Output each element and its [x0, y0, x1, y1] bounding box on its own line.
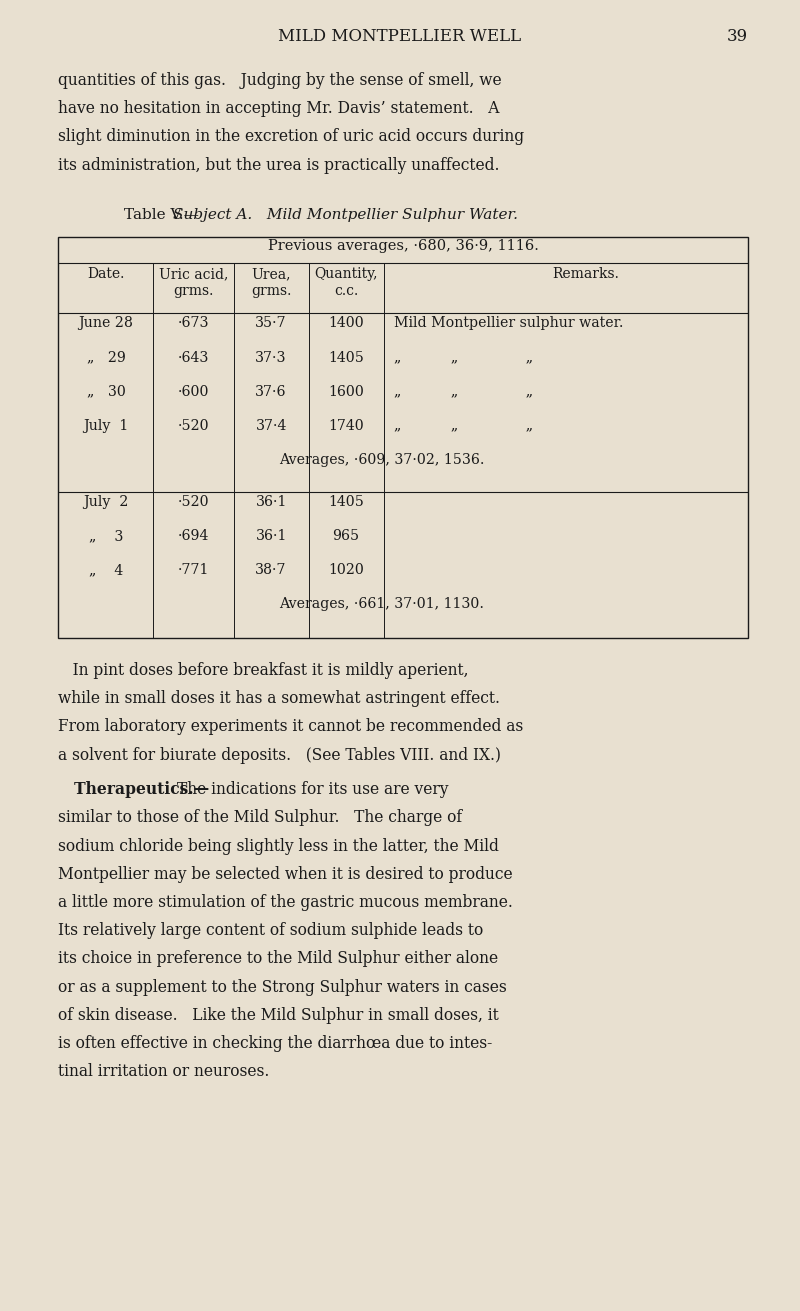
Text: „           „               „: „ „ „ — [394, 350, 533, 364]
Text: ·771: ·771 — [178, 562, 210, 577]
Text: its choice in preference to the Mild Sulphur either alone: its choice in preference to the Mild Sul… — [58, 950, 498, 968]
Text: ·520: ·520 — [178, 418, 210, 433]
Text: is often effective in checking the diarrhœa due to intes-: is often effective in checking the diarr… — [58, 1034, 493, 1051]
Text: Table V.—: Table V.— — [124, 208, 199, 223]
Text: Its relatively large content of sodium sulphide leads to: Its relatively large content of sodium s… — [58, 922, 484, 939]
Text: Date.: Date. — [87, 267, 125, 282]
Text: 1600: 1600 — [328, 384, 364, 399]
Text: quantities of this gas.   Judging by the sense of smell, we: quantities of this gas. Judging by the s… — [58, 72, 502, 89]
Text: ·694: ·694 — [178, 528, 210, 543]
Text: have no hesitation in accepting Mr. Davis’ statement.   A: have no hesitation in accepting Mr. Davi… — [58, 100, 500, 117]
Text: ·600: ·600 — [178, 384, 210, 399]
Text: Quantity,
c.c.: Quantity, c.c. — [314, 267, 378, 298]
Text: Averages, ·609, 37·02, 1536.: Averages, ·609, 37·02, 1536. — [279, 452, 485, 467]
Text: 37·3: 37·3 — [255, 350, 287, 364]
Text: 37·4: 37·4 — [255, 418, 286, 433]
Text: Previous averages, ·680, 36·9, 1116.: Previous averages, ·680, 36·9, 1116. — [268, 239, 538, 253]
Text: Urea,
grms.: Urea, grms. — [251, 267, 291, 298]
Text: slight diminution in the excretion of uric acid occurs during: slight diminution in the excretion of ur… — [58, 128, 525, 146]
Text: 965: 965 — [333, 528, 360, 543]
Text: „    4: „ 4 — [89, 562, 123, 577]
Text: Remarks.: Remarks. — [552, 267, 618, 282]
Text: or as a supplement to the Strong Sulphur waters in cases: or as a supplement to the Strong Sulphur… — [58, 978, 507, 995]
Text: similar to those of the Mild Sulphur.   The charge of: similar to those of the Mild Sulphur. Th… — [58, 809, 462, 826]
Text: Uric acid,
grms.: Uric acid, grms. — [159, 267, 228, 298]
Text: „           „               „: „ „ „ — [394, 418, 533, 433]
Text: Mild Montpellier sulphur water.: Mild Montpellier sulphur water. — [394, 316, 623, 330]
Text: 1020: 1020 — [328, 562, 364, 577]
Text: 36·1: 36·1 — [255, 494, 286, 509]
Text: 39: 39 — [727, 28, 748, 45]
Text: 36·1: 36·1 — [255, 528, 286, 543]
Text: „   30: „ 30 — [86, 384, 126, 399]
Text: a solvent for biurate deposits.   (See Tables VIII. and IX.): a solvent for biurate deposits. (See Tab… — [58, 746, 502, 763]
Text: sodium chloride being slightly less in the latter, the Mild: sodium chloride being slightly less in t… — [58, 838, 499, 855]
Text: „           „               „: „ „ „ — [394, 384, 533, 399]
Text: „    3: „ 3 — [89, 528, 123, 543]
Text: Montpellier may be selected when it is desired to produce: Montpellier may be selected when it is d… — [58, 865, 513, 882]
Text: 37·6: 37·6 — [255, 384, 287, 399]
Text: a little more stimulation of the gastric mucous membrane.: a little more stimulation of the gastric… — [58, 894, 514, 911]
Text: The indications for its use are very: The indications for its use are very — [177, 781, 448, 798]
Text: 1400: 1400 — [328, 316, 364, 330]
Text: ·643: ·643 — [178, 350, 210, 364]
Text: of skin disease.   Like the Mild Sulphur in small doses, it: of skin disease. Like the Mild Sulphur i… — [58, 1007, 499, 1024]
Text: 38·7: 38·7 — [255, 562, 287, 577]
Text: Subject A.   Mild Montpellier Sulphur Water.: Subject A. Mild Montpellier Sulphur Wate… — [173, 208, 518, 223]
Text: 1405: 1405 — [328, 494, 364, 509]
Text: MILD MONTPELLIER WELL: MILD MONTPELLIER WELL — [278, 28, 522, 45]
Text: 1740: 1740 — [328, 418, 364, 433]
Text: tinal irritation or neuroses.: tinal irritation or neuroses. — [58, 1063, 270, 1080]
Text: From laboratory experiments it cannot be recommended as: From laboratory experiments it cannot be… — [58, 718, 524, 735]
Text: while in small doses it has a somewhat astringent effect.: while in small doses it has a somewhat a… — [58, 690, 501, 707]
Text: July  2: July 2 — [83, 494, 129, 509]
Text: „   29: „ 29 — [86, 350, 126, 364]
Text: Therapeutics.—: Therapeutics.— — [58, 781, 210, 798]
Text: ·520: ·520 — [178, 494, 210, 509]
Text: 1405: 1405 — [328, 350, 364, 364]
Text: Averages, ·661, 37·01, 1130.: Averages, ·661, 37·01, 1130. — [279, 597, 484, 611]
Text: June 28: June 28 — [78, 316, 134, 330]
Text: 35·7: 35·7 — [255, 316, 287, 330]
Text: ·673: ·673 — [178, 316, 210, 330]
Text: In pint doses before breakfast it is mildly aperient,: In pint doses before breakfast it is mil… — [58, 662, 469, 679]
Text: its administration, but the urea is practically unaffected.: its administration, but the urea is prac… — [58, 156, 500, 173]
Text: July  1: July 1 — [83, 418, 129, 433]
